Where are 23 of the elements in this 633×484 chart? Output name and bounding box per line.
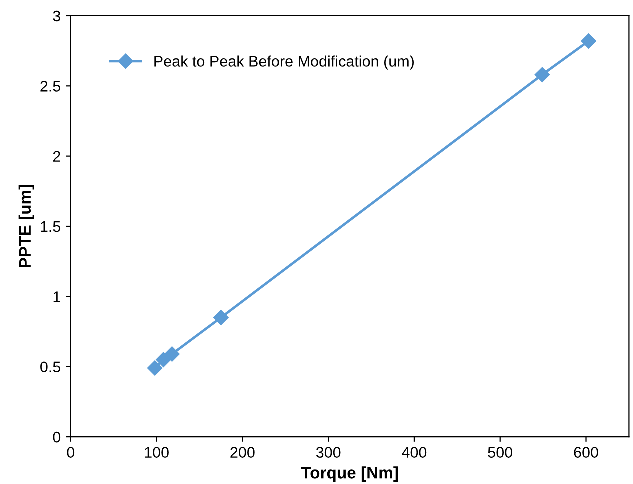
x-tick-label: 0	[67, 447, 75, 458]
y-tick-label: 0.5	[40, 362, 61, 373]
y-tick-label: 2.5	[40, 81, 61, 92]
point	[164, 346, 180, 362]
x-tick-label: 600	[574, 447, 598, 458]
x-tick-label: 400	[402, 447, 427, 458]
y-tick-label: 2	[53, 151, 60, 162]
y-tick-label: 1.5	[41, 222, 61, 232]
x-tick-label: 500	[488, 447, 513, 458]
y-axis-title: PPTE [um]	[18, 185, 34, 268]
legend-label: Peak to Peak Before Modification (um)	[154, 56, 414, 70]
x-axis-title: Torque [Nm]	[301, 466, 398, 482]
y-tick-label: 0	[53, 432, 61, 443]
point	[148, 360, 163, 376]
point	[214, 310, 229, 326]
point	[581, 34, 596, 49]
x-tick-label: 300	[316, 447, 341, 458]
y-tick-label: 1	[54, 292, 60, 302]
point	[534, 67, 550, 82]
point	[156, 352, 172, 368]
x-tick-label: 200	[230, 447, 255, 458]
x-tick-label: 100	[145, 447, 169, 458]
y-tick-label: 3	[53, 10, 61, 22]
